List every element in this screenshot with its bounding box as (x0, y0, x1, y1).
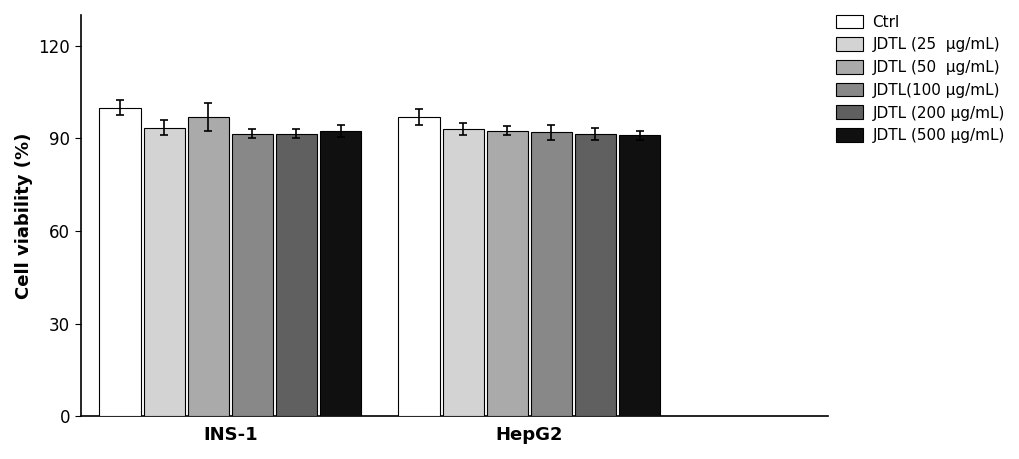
Bar (530, 132, 572, 416)
Bar (575, 134, 615, 416)
Bar (398, 117, 439, 416)
Bar (442, 129, 483, 416)
Bar (619, 135, 659, 416)
Bar (231, 134, 273, 416)
Bar (320, 131, 361, 416)
Y-axis label: Cell viability (%): Cell viability (%) (15, 133, 33, 299)
Bar (486, 131, 527, 416)
Bar (144, 128, 184, 416)
Bar (99, 107, 141, 416)
Bar (187, 117, 228, 416)
Bar (275, 134, 317, 416)
Legend: Ctrl, JDTL (25  μg/mL), JDTL (50  μg/mL), JDTL(100 μg/mL), JDTL (200 μg/mL), JDT: Ctrl, JDTL (25 μg/mL), JDTL (50 μg/mL), … (836, 15, 1004, 143)
